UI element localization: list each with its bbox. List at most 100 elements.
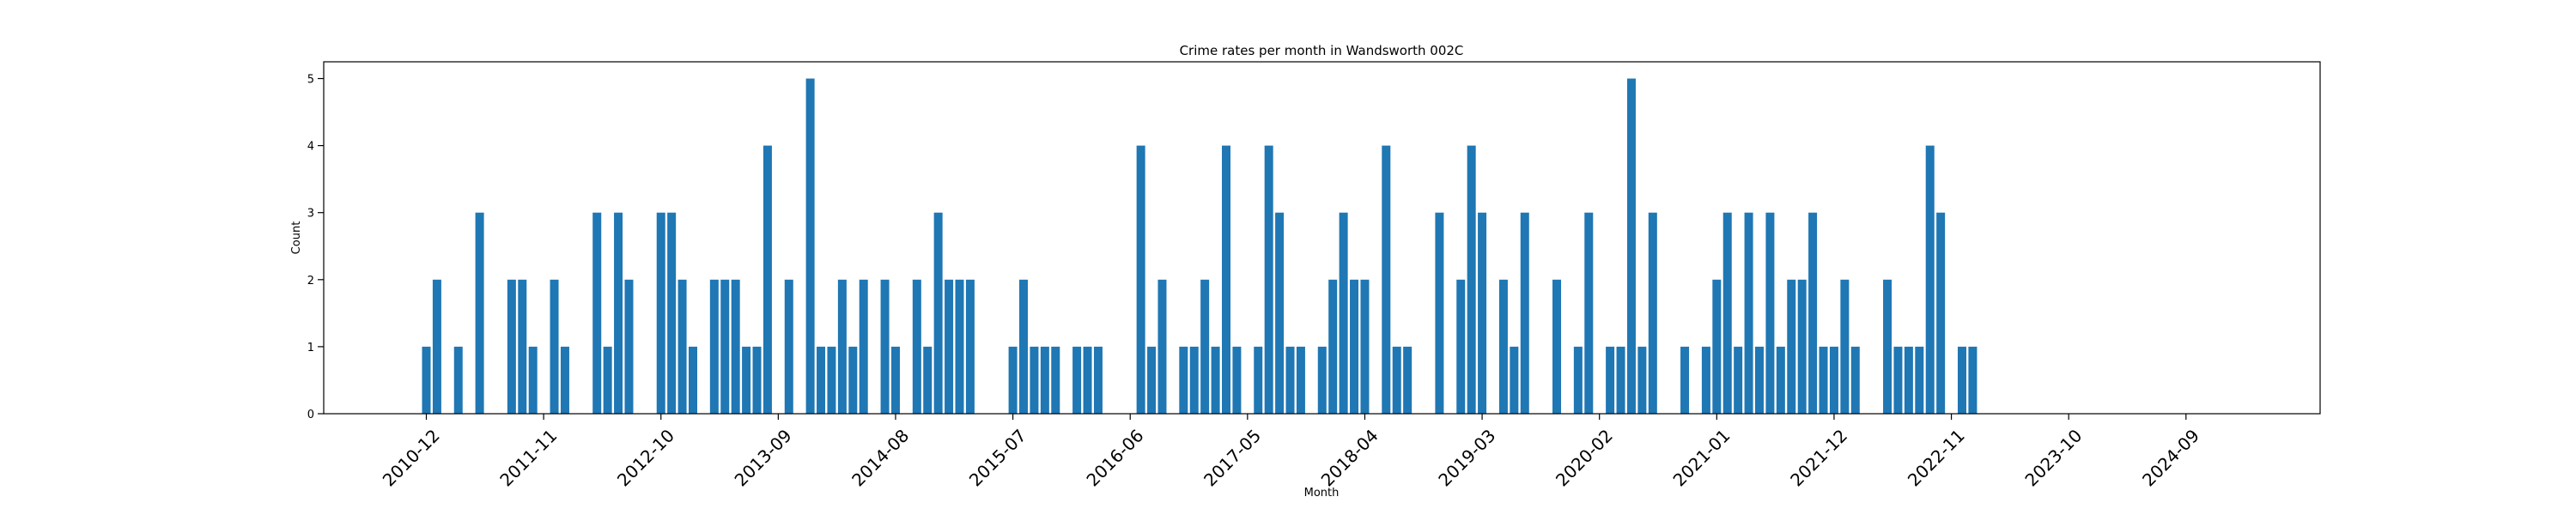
- bar-2015-08: [1019, 279, 1029, 414]
- bar-2021-02: [1722, 212, 1732, 414]
- bar-2011-05: [475, 212, 484, 414]
- bar-2021-08: [1787, 279, 1796, 414]
- y-tick-label: 5: [307, 74, 314, 87]
- chart-title: Crime rates per month in Wandsworth 002C: [1180, 43, 1464, 58]
- bar-2016-09: [1157, 279, 1167, 414]
- bar-2016-07: [1136, 145, 1145, 414]
- plot-frame: [323, 61, 2321, 415]
- bar-2016-01: [1072, 346, 1082, 414]
- bar-2014-11: [923, 346, 933, 414]
- bar-2018-11: [1435, 212, 1444, 414]
- x-tick-label: 2012-10: [613, 425, 678, 490]
- bar-2014-02: [827, 346, 836, 414]
- bar-2011-09: [518, 279, 527, 414]
- bar-2013-04: [720, 279, 730, 414]
- bar-2022-08: [1915, 346, 1924, 414]
- bar-2012-01: [560, 346, 569, 414]
- bar-2018-06: [1382, 145, 1391, 414]
- bar-2014-01: [817, 346, 826, 414]
- x-tick-label: 2020-02: [1552, 425, 1617, 490]
- bar-2013-10: [784, 279, 793, 414]
- bar-2015-09: [1030, 346, 1039, 414]
- bar-2021-12: [1829, 346, 1838, 414]
- bar-2021-04: [1744, 212, 1753, 414]
- bar-2022-06: [1893, 346, 1903, 414]
- bar-2014-05: [859, 279, 868, 414]
- bar-2018-08: [1403, 346, 1413, 414]
- x-axis-ticks: 2010-12 2011-11 2012-10 2013-09 2014-08 2015-…: [379, 414, 2203, 490]
- x-tick-label: 2014-08: [848, 425, 913, 490]
- bar-2022-09: [1925, 145, 1935, 414]
- bar-2013-06: [742, 346, 751, 414]
- bar-2017-04: [1232, 346, 1242, 414]
- y-tick-label: 1: [307, 342, 314, 354]
- x-tick-label: 2013-09: [731, 425, 796, 490]
- bar-2011-10: [528, 346, 538, 414]
- bar-2012-07: [624, 279, 634, 414]
- bar-2013-05: [731, 279, 740, 414]
- bar-2016-08: [1147, 346, 1157, 414]
- bar-2013-03: [709, 279, 719, 414]
- y-tick-label: 3: [307, 208, 314, 221]
- bar-2016-12: [1189, 346, 1199, 414]
- x-tick-label: 2015-07: [965, 425, 1030, 490]
- y-axis-label: Count: [290, 221, 303, 255]
- bar-2020-06: [1637, 346, 1647, 414]
- y-tick-label: 4: [307, 141, 314, 154]
- bar-2015-10: [1040, 346, 1049, 414]
- bar-2015-11: [1051, 346, 1060, 414]
- bar-2022-01: [1840, 279, 1850, 414]
- bar-2015-07: [1008, 346, 1018, 414]
- bar-2012-04: [592, 212, 602, 414]
- bar-2012-05: [603, 346, 612, 414]
- bar-2020-04: [1616, 346, 1625, 414]
- bar-2017-03: [1222, 145, 1230, 414]
- bar-2019-05: [1498, 279, 1508, 414]
- bar-2017-07: [1264, 145, 1273, 414]
- x-tick-label: 2024-09: [2138, 425, 2203, 490]
- x-tick-label: 2023-10: [2020, 425, 2086, 490]
- bar-2013-12: [805, 78, 815, 415]
- bar-2022-07: [1904, 346, 1913, 414]
- bar-2016-02: [1083, 346, 1092, 414]
- bar-2010-12: [422, 346, 431, 414]
- bar-2014-03: [837, 279, 847, 414]
- x-tick-label: 2018-04: [1317, 425, 1382, 490]
- x-axis-label: Month: [1304, 487, 1340, 500]
- x-tick-label: 2019-03: [1434, 425, 1499, 490]
- bar-2017-08: [1275, 212, 1285, 414]
- bar-2022-12: [1957, 346, 1966, 414]
- bar-2014-07: [880, 279, 890, 414]
- bar-2021-06: [1765, 212, 1775, 414]
- bar-2018-02: [1339, 212, 1348, 414]
- bar-2017-12: [1317, 346, 1327, 414]
- bar-2015-01: [945, 279, 954, 414]
- bar-2012-06: [614, 212, 623, 414]
- bar-2016-11: [1179, 346, 1188, 414]
- bar-2018-01: [1328, 279, 1338, 414]
- bar-2020-01: [1584, 212, 1594, 414]
- bar-2021-11: [1819, 346, 1828, 414]
- bar-2022-02: [1850, 346, 1860, 414]
- bar-2017-01: [1200, 279, 1210, 414]
- bar-2023-01: [1968, 346, 1978, 414]
- bar-2021-05: [1755, 346, 1764, 414]
- x-tick-label: 2021-01: [1669, 425, 1735, 490]
- bar-2016-03: [1093, 346, 1103, 414]
- bar-2014-08: [890, 346, 900, 414]
- bar-2019-12: [1573, 346, 1583, 414]
- bar-2012-11: [667, 212, 677, 414]
- bar-2018-03: [1350, 279, 1359, 414]
- bar-2013-01: [689, 346, 697, 414]
- x-tick-label: 2022-11: [1904, 425, 1969, 490]
- y-axis-ticks: 0 1 2 3 4 5: [307, 74, 324, 421]
- bar-2017-06: [1254, 346, 1263, 414]
- bar-2011-03: [453, 346, 463, 414]
- bar-2021-01: [1712, 279, 1722, 414]
- x-tick-label: 2021-12: [1786, 425, 1851, 490]
- bar-2012-10: [656, 212, 665, 414]
- bar-2019-03: [1478, 212, 1487, 414]
- bar-2021-10: [1808, 212, 1818, 414]
- bar-2022-10: [1936, 212, 1946, 414]
